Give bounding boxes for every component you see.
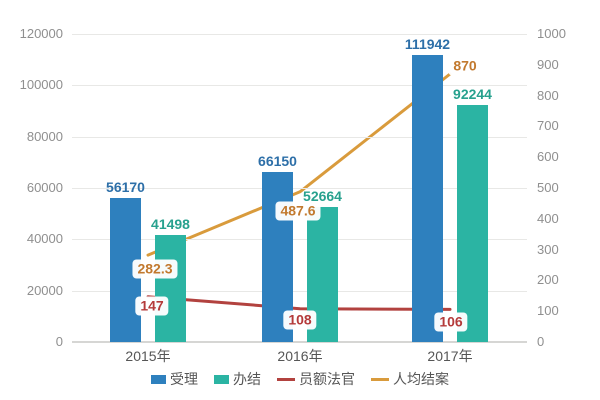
- left-axis-tick: 100000: [19, 77, 63, 93]
- legend-label: 人均结案: [393, 371, 449, 387]
- gridline: [72, 85, 527, 87]
- left-axis-tick: 60000: [26, 180, 63, 195]
- legend-bar-swatch: [151, 374, 166, 384]
- bar-value-label: 41498: [151, 216, 190, 233]
- right-axis-tick: 500: [537, 180, 559, 195]
- bar-办结-2017年: [457, 105, 488, 342]
- line-value-label: 106: [434, 312, 468, 332]
- gridline: [72, 34, 527, 35]
- right-axis-tick: 800: [537, 87, 559, 103]
- legend-item-受理: 受理: [151, 369, 198, 389]
- line-value-label: 108: [283, 310, 317, 330]
- bar-value-label: 52664: [303, 187, 342, 204]
- legend-line-swatch: [371, 377, 389, 381]
- bar-value-label: 92244: [453, 86, 492, 103]
- gridline: [72, 239, 527, 241]
- legend-label: 办结: [233, 371, 261, 387]
- bar-value-label: 56170: [106, 178, 145, 195]
- legend-item-员额法官: 员额法官: [277, 369, 355, 389]
- line-员额法官: [146, 295, 452, 311]
- gridline: [72, 136, 527, 138]
- line-value-label: 487.6: [275, 201, 321, 221]
- legend-label: 受理: [170, 371, 198, 387]
- legend-label: 员额法官: [299, 371, 355, 387]
- right-axis-tick: 700: [537, 118, 559, 134]
- legend-line-swatch: [277, 377, 295, 381]
- legend-item-办结: 办结: [214, 369, 261, 389]
- line-value-label: 282.3: [132, 259, 178, 279]
- right-axis-tick: 200: [537, 272, 559, 288]
- x-axis-category: 2016年: [277, 348, 323, 364]
- gridline: [72, 188, 527, 189]
- line-人均结案: [146, 72, 452, 257]
- bar-value-label: 66150: [258, 153, 297, 170]
- right-axis-tick: 900: [537, 56, 559, 72]
- right-axis-tick: 1000: [537, 26, 566, 41]
- legend-item-人均结案: 人均结案: [371, 369, 449, 389]
- left-axis-tick: 20000: [26, 282, 63, 298]
- bar-受理-2017年: [412, 54, 443, 342]
- right-axis-tick: 300: [537, 241, 559, 257]
- bar-value-label: 111942: [404, 35, 451, 52]
- gridline: [72, 290, 527, 292]
- right-axis-tick: 100: [537, 303, 559, 319]
- legend: 受理 办结 员额法官 人均结案: [0, 369, 600, 389]
- x-axis-category: 2017年: [427, 348, 473, 364]
- left-axis-tick: 120000: [19, 26, 63, 41]
- line-value-label: 870: [448, 56, 482, 76]
- left-axis-tick: 40000: [26, 231, 63, 247]
- line-value-label: 147: [135, 296, 169, 316]
- right-axis-tick: 400: [537, 210, 559, 226]
- bar-办结-2015年: [155, 235, 186, 342]
- left-axis-tick: 0: [55, 334, 63, 349]
- right-axis-tick: 0: [537, 334, 545, 349]
- legend-bar-swatch: [214, 374, 229, 384]
- x-axis-line: [72, 341, 527, 343]
- right-axis-tick: 600: [537, 149, 559, 165]
- left-axis-tick: 80000: [26, 128, 63, 144]
- x-axis-category: 2015年: [125, 348, 171, 364]
